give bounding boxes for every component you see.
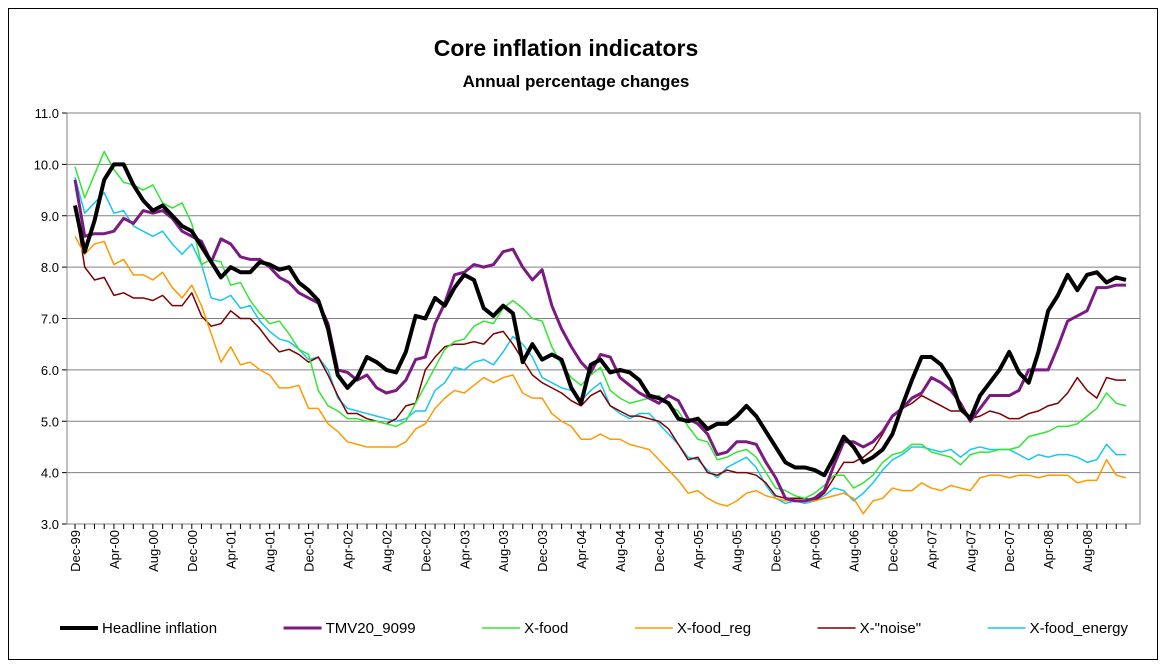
series-line (74, 235, 1127, 515)
x-tick-label: Aug-02 (379, 530, 394, 572)
legend-item: TMV20_9099 (283, 620, 416, 637)
x-tick-label: Aug-03 (496, 530, 511, 572)
x-tick-label: Apr-08 (1041, 530, 1056, 569)
x-tick-label: Dec-04 (652, 530, 667, 572)
y-tick-label: 5.0 (41, 414, 59, 429)
chart-subtitle: Annual percentage changes (463, 72, 690, 91)
legend-item: X-food_reg (634, 620, 751, 637)
legend-label: X-food_reg (677, 620, 751, 637)
y-tick-label: 7.0 (41, 312, 59, 327)
x-tick-label: Aug-08 (1080, 530, 1095, 572)
legend-label: X-food (524, 620, 568, 637)
x-tick-label: Aug-06 (847, 530, 862, 572)
y-tick-label: 11.0 (35, 106, 59, 121)
x-tick-label: Apr-05 (691, 530, 706, 569)
legend-label: X-"noise" (860, 620, 922, 637)
legend-label: Headline inflation (102, 620, 217, 637)
x-tick-label: Dec-07 (1002, 530, 1017, 572)
x-tick-label: Dec-00 (185, 530, 200, 572)
x-tick-label: Apr-00 (107, 530, 122, 569)
x-tick-label: Dec-99 (68, 530, 83, 572)
x-tick-label: Aug-00 (146, 530, 161, 572)
x-tick-label: Apr-07 (924, 530, 939, 569)
series-line (73, 179, 1126, 503)
x-tick-label: Dec-03 (535, 530, 550, 572)
x-tick-label: Aug-04 (613, 530, 628, 572)
legend-label: X-food_energy (1030, 620, 1129, 637)
x-tick-label: Aug-05 (730, 530, 745, 572)
x-tick-label: Dec-05 (769, 530, 784, 572)
y-tick-label: 8.0 (41, 260, 59, 275)
y-tick-label: 10.0 (34, 157, 59, 172)
legend-item: X-food_energy (987, 620, 1129, 637)
series-line (74, 177, 1126, 505)
legend-item: X-"noise" (817, 620, 922, 637)
plot-area (66, 112, 1141, 525)
chart-title: Core inflation indicators (434, 35, 699, 61)
x-tick-label: Dec-02 (418, 530, 433, 572)
x-tick-label: Apr-02 (340, 530, 355, 569)
y-tick-label: 4.0 (41, 466, 59, 481)
x-tick-label: Aug-07 (963, 530, 978, 572)
x-tick-label: Apr-04 (574, 530, 589, 569)
chart-frame (8, 8, 1158, 660)
series-line (73, 162, 1127, 478)
y-tick-label: 6.0 (41, 363, 59, 378)
x-tick-label: Aug-01 (263, 530, 278, 572)
legend-item: X-food (482, 620, 568, 637)
legend-label: TMV20_9099 (326, 620, 416, 637)
x-tick-label: Dec-06 (885, 530, 900, 572)
x-tick-label: Dec-01 (302, 530, 317, 572)
series-line (74, 150, 1127, 500)
y-tick-label: 3.0 (41, 517, 59, 532)
x-tick-label: Apr-06 (808, 530, 823, 569)
x-tick-label: Apr-03 (457, 530, 472, 569)
y-tick-label: 9.0 (41, 209, 59, 224)
legend-item: Headline inflation (60, 620, 217, 637)
series-line (74, 205, 1126, 502)
x-tick-label: Apr-01 (224, 530, 239, 569)
